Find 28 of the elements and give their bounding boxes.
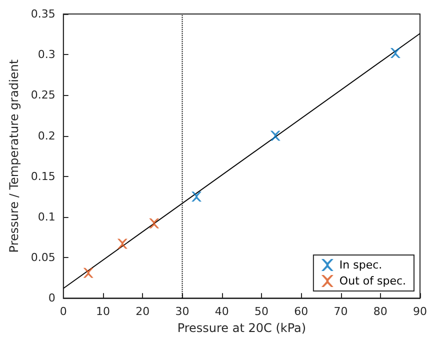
point [117,238,128,249]
x-tick-label: 30 [175,305,190,318]
x-tick-label: 70 [334,305,348,318]
x-tick-label: 40 [214,305,229,318]
x-axis-title: Pressure at 20C (kPa) [177,321,306,335]
y-tick-label: 0 [48,292,56,305]
point [192,192,202,202]
y-axis-title: Pressure / Temperature gradient [7,59,21,253]
y-tick-label: 0.1 [38,210,56,224]
x-tick-label: 0 [60,305,67,318]
x-tick-label: 50 [254,305,269,318]
y-tick-label: 0.25 [30,88,56,102]
y-tick-label: 0.05 [30,251,56,264]
point [270,130,280,141]
point [149,218,160,228]
y-tick-label: 0.35 [30,8,56,20]
point [83,268,94,278]
legend-label: In spec. [339,258,382,272]
y-tick-label: 0.15 [30,170,56,183]
y-tick-label: 0.3 [38,48,56,62]
x-tick-label: 90 [413,305,427,318]
x-tick-label: 80 [373,305,388,318]
x-tick-label: 10 [96,305,110,318]
point [390,48,400,58]
legend-label: Out of spec. [339,274,406,288]
x-tick-label: 60 [294,305,308,318]
y-tick-label: 0.2 [38,129,56,142]
x-tick-label: 20 [136,305,150,318]
